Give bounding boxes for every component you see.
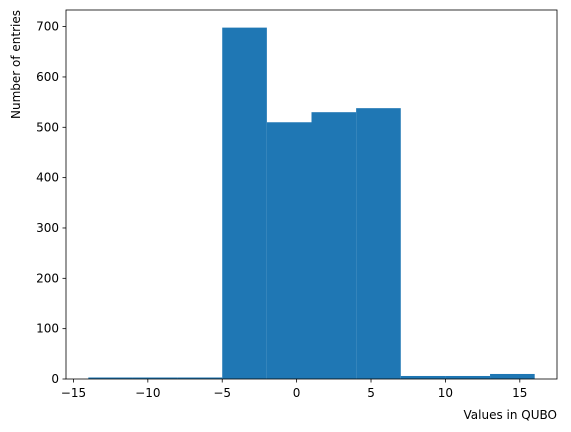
y-tick-label: 100	[36, 322, 59, 336]
x-tick-label: −5	[213, 386, 231, 400]
x-axis-label: Values in QUBO	[464, 408, 557, 422]
x-tick-label: 10	[438, 386, 453, 400]
plot-frame	[65, 9, 558, 380]
bar	[88, 377, 133, 379]
y-tick-label: 400	[36, 171, 59, 185]
bar	[490, 373, 535, 379]
y-axis-label: Number of entries	[9, 10, 23, 119]
y-tick-label: 700	[36, 20, 59, 34]
x-tick-label: −10	[135, 386, 160, 400]
bar	[311, 112, 357, 380]
bar	[400, 375, 446, 379]
x-tick-label: 15	[512, 386, 527, 400]
x-tick-label: 5	[367, 386, 375, 400]
bar	[132, 377, 178, 379]
y-tick-label: 300	[36, 221, 59, 235]
y-tick-label: 600	[36, 70, 59, 84]
bar	[445, 375, 491, 379]
y-tick-label: 500	[36, 120, 59, 134]
bar	[356, 108, 401, 380]
x-tick-label: −15	[61, 386, 86, 400]
bar	[177, 377, 223, 379]
y-tick-label: 200	[36, 271, 59, 285]
bar	[222, 27, 267, 379]
bar	[266, 122, 312, 380]
x-tick-label: 0	[293, 386, 301, 400]
y-tick-label: 0	[51, 372, 59, 386]
